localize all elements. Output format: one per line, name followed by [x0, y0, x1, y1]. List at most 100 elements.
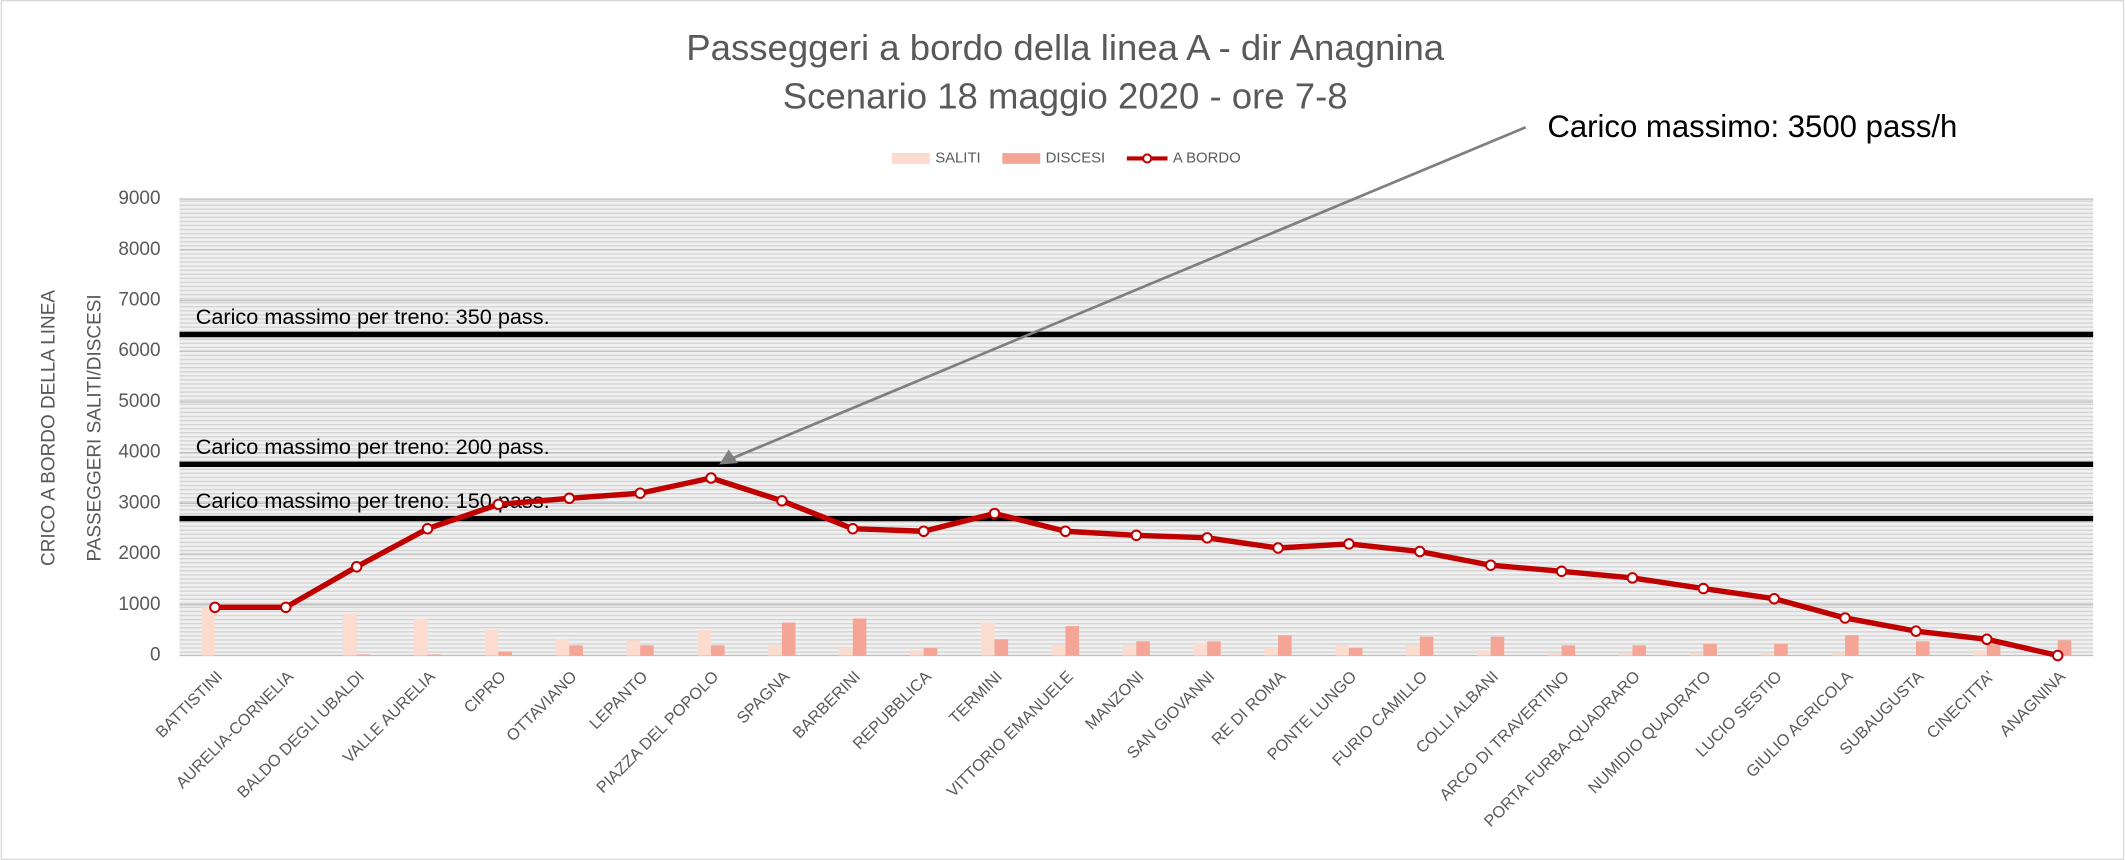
bar — [640, 645, 654, 656]
line-marker — [421, 522, 434, 535]
line-marker — [1484, 559, 1497, 571]
line-marker — [563, 492, 576, 505]
line-marker — [209, 601, 221, 614]
line-marker — [1272, 542, 1284, 554]
bar — [356, 654, 371, 656]
bar — [1193, 642, 1208, 656]
legend-swatch — [1002, 153, 1041, 164]
bar — [1548, 652, 1562, 656]
bar — [1561, 645, 1576, 656]
bar — [427, 654, 442, 656]
bar — [414, 618, 428, 656]
line-marker — [1626, 572, 1639, 584]
bar — [1632, 645, 1646, 656]
legend-label: A BORDO — [1173, 150, 1241, 166]
legend-swatch — [891, 153, 930, 164]
bar — [1122, 645, 1137, 656]
bar — [1348, 647, 1363, 656]
line-marker — [350, 560, 363, 573]
y-tick-label: 2000 — [118, 543, 160, 564]
bar — [1845, 635, 1859, 656]
bar — [1406, 645, 1420, 656]
bar — [1490, 636, 1505, 656]
annotation-arrow — [726, 126, 1527, 462]
line-marker — [1910, 625, 1922, 637]
bar — [1419, 636, 1434, 656]
bar — [555, 639, 570, 656]
bar — [201, 607, 215, 656]
line-marker — [1697, 582, 1710, 595]
bar — [1136, 641, 1150, 656]
bar — [1618, 652, 1633, 656]
bar — [484, 630, 499, 656]
bar — [781, 622, 796, 656]
plot-area — [179, 199, 2094, 656]
y-tick-label: 9000 — [118, 188, 160, 209]
bar — [923, 647, 938, 656]
line-marker — [1059, 525, 1072, 538]
bar — [1973, 650, 1987, 656]
bar — [1986, 644, 2001, 656]
y-tick-label: 0 — [150, 645, 161, 666]
bar — [768, 645, 782, 656]
bar — [1760, 652, 1775, 656]
line-marker — [1981, 633, 1993, 646]
bar — [981, 622, 995, 656]
bar — [1477, 650, 1491, 656]
annotation-arrowhead — [719, 449, 739, 465]
bar — [498, 651, 512, 656]
bar — [626, 640, 641, 656]
bar — [910, 650, 924, 656]
bar — [1207, 641, 1221, 656]
line-marker — [492, 498, 505, 511]
legend-swatch — [1142, 153, 1153, 164]
y-tick-label: 3000 — [118, 492, 160, 513]
legend-label: DISCESI — [1046, 150, 1106, 166]
line-marker — [776, 495, 788, 507]
bar — [1264, 647, 1279, 656]
reference-label: Carico massimo per treno: 200 pass. — [196, 434, 550, 459]
bar — [1689, 652, 1704, 656]
line-marker — [1839, 612, 1851, 624]
line-marker — [1343, 538, 1355, 550]
bar — [839, 647, 853, 656]
line-marker — [634, 487, 646, 499]
line-marker — [1201, 532, 1213, 544]
line-marker — [280, 601, 292, 614]
chart-subtitle: Scenario 18 maggio 2020 - ore 7-8 — [783, 76, 1348, 117]
reference-label: Carico massimo per treno: 350 pass. — [196, 304, 550, 329]
bar — [569, 645, 583, 656]
chart-title: Passeggeri a bordo della linea A - dir A… — [686, 27, 1445, 68]
bar — [711, 645, 725, 656]
line-marker — [917, 525, 930, 538]
bar — [1065, 626, 1079, 656]
bar — [1774, 643, 1788, 656]
annotation: Carico massimo: 3500 pass/h — [1547, 109, 1957, 144]
y-axis-title: PASSEGGERI SALITI/DISCESI — [85, 294, 106, 561]
y-tick-label: 7000 — [118, 290, 160, 311]
y-tick-label: 1000 — [118, 594, 160, 615]
legend-label: SALITI — [935, 150, 980, 166]
bar — [1703, 643, 1717, 656]
bar — [1831, 652, 1846, 656]
line-marker — [988, 507, 1001, 520]
y-axis-title: CRICO A BORDO DELLA LINEA — [38, 290, 59, 566]
bar — [994, 639, 1009, 656]
line-marker — [847, 522, 859, 535]
bar — [1915, 641, 1930, 656]
line-marker — [1414, 545, 1426, 558]
bar — [343, 613, 357, 656]
y-tick-label: 6000 — [118, 340, 160, 361]
bar — [697, 630, 712, 656]
line-marker — [1555, 565, 1568, 578]
bar — [1335, 645, 1349, 656]
line-marker — [1768, 592, 1780, 605]
bar — [852, 618, 867, 656]
y-tick-label: 4000 — [118, 442, 160, 463]
y-tick-label: 8000 — [118, 239, 160, 260]
bar — [1051, 645, 1066, 656]
line-marker — [2051, 649, 2064, 662]
line-marker — [1130, 529, 1143, 542]
bar — [1278, 635, 1292, 656]
